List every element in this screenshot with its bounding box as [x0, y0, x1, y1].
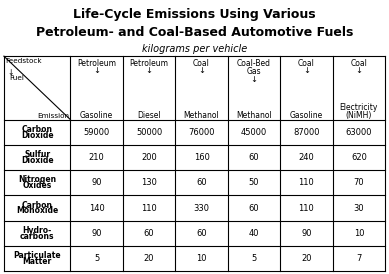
- Text: Nitrogen: Nitrogen: [18, 175, 56, 184]
- Text: 110: 110: [141, 204, 157, 213]
- Text: 50000: 50000: [136, 128, 162, 137]
- Text: Diesel: Diesel: [137, 111, 161, 119]
- Text: 60: 60: [196, 178, 207, 187]
- Text: 130: 130: [141, 178, 157, 187]
- Text: ↓: ↓: [93, 66, 100, 75]
- Text: 30: 30: [354, 204, 364, 213]
- Text: Matter: Matter: [23, 257, 52, 266]
- Text: Oxides: Oxides: [23, 181, 52, 190]
- Text: 110: 110: [299, 178, 314, 187]
- Text: Feedstock: Feedstock: [5, 58, 42, 64]
- Text: Hydro-: Hydro-: [23, 226, 52, 235]
- Text: kilograms per vehicle: kilograms per vehicle: [142, 44, 247, 54]
- Text: 330: 330: [194, 204, 210, 213]
- Text: carbons: carbons: [20, 232, 54, 241]
- Text: Petroleum- and Coal-Based Automotive Fuels: Petroleum- and Coal-Based Automotive Fue…: [36, 26, 353, 39]
- Text: 20: 20: [144, 254, 154, 263]
- Text: ↓: ↓: [251, 75, 258, 84]
- Text: ↓: ↓: [145, 66, 152, 75]
- Text: Methanol: Methanol: [184, 111, 219, 119]
- Text: 140: 140: [89, 204, 105, 213]
- Text: Coal: Coal: [350, 59, 367, 68]
- Text: Gasoline: Gasoline: [80, 111, 113, 119]
- Text: Carbon: Carbon: [22, 125, 53, 134]
- Text: 90: 90: [91, 178, 102, 187]
- Text: 210: 210: [89, 153, 105, 162]
- Text: 90: 90: [301, 229, 312, 238]
- Text: 5: 5: [251, 254, 257, 263]
- Text: 60: 60: [249, 204, 259, 213]
- Text: Fuel: Fuel: [9, 75, 24, 81]
- Text: ↓: ↓: [7, 68, 13, 77]
- Text: 200: 200: [141, 153, 157, 162]
- Text: 90: 90: [91, 229, 102, 238]
- Text: 40: 40: [249, 229, 259, 238]
- Text: Dioxide: Dioxide: [21, 156, 53, 165]
- Text: Coal: Coal: [193, 59, 210, 68]
- Text: Petroleum: Petroleum: [130, 59, 168, 68]
- Text: Methanol: Methanol: [236, 111, 272, 119]
- Text: 59000: 59000: [84, 128, 110, 137]
- Text: Monoxide: Monoxide: [16, 206, 58, 215]
- Text: 5: 5: [94, 254, 99, 263]
- Text: 10: 10: [196, 254, 207, 263]
- Text: ↓: ↓: [303, 66, 310, 75]
- Text: Coal: Coal: [298, 59, 315, 68]
- Text: 45000: 45000: [241, 128, 267, 137]
- Text: 70: 70: [354, 178, 364, 187]
- Text: Electricity: Electricity: [340, 103, 378, 112]
- Text: Coal-Bed: Coal-Bed: [237, 59, 271, 68]
- Text: 110: 110: [299, 204, 314, 213]
- Text: 10: 10: [354, 229, 364, 238]
- Text: 240: 240: [299, 153, 314, 162]
- Text: 160: 160: [194, 153, 209, 162]
- Text: (NiMH): (NiMH): [346, 111, 372, 119]
- Text: 620: 620: [351, 153, 367, 162]
- Text: ↓: ↓: [356, 66, 363, 75]
- Text: Emission: Emission: [37, 113, 69, 119]
- Text: 20: 20: [301, 254, 312, 263]
- Text: Life-Cycle Emissions Using Various: Life-Cycle Emissions Using Various: [73, 8, 316, 21]
- Text: 50: 50: [249, 178, 259, 187]
- Text: Dioxide: Dioxide: [21, 131, 53, 140]
- Text: 60: 60: [196, 229, 207, 238]
- Text: 87000: 87000: [293, 128, 320, 137]
- Text: Gas: Gas: [247, 67, 261, 76]
- Text: Carbon: Carbon: [22, 201, 53, 210]
- Text: 60: 60: [144, 229, 154, 238]
- Text: ↓: ↓: [198, 66, 205, 75]
- Text: 63000: 63000: [346, 128, 372, 137]
- Text: 7: 7: [356, 254, 361, 263]
- Text: Sulfur: Sulfur: [24, 150, 50, 159]
- Text: 76000: 76000: [188, 128, 215, 137]
- Text: Gasoline: Gasoline: [290, 111, 323, 119]
- Text: 60: 60: [249, 153, 259, 162]
- Text: Petroleum: Petroleum: [77, 59, 116, 68]
- Text: Particulate: Particulate: [13, 251, 61, 260]
